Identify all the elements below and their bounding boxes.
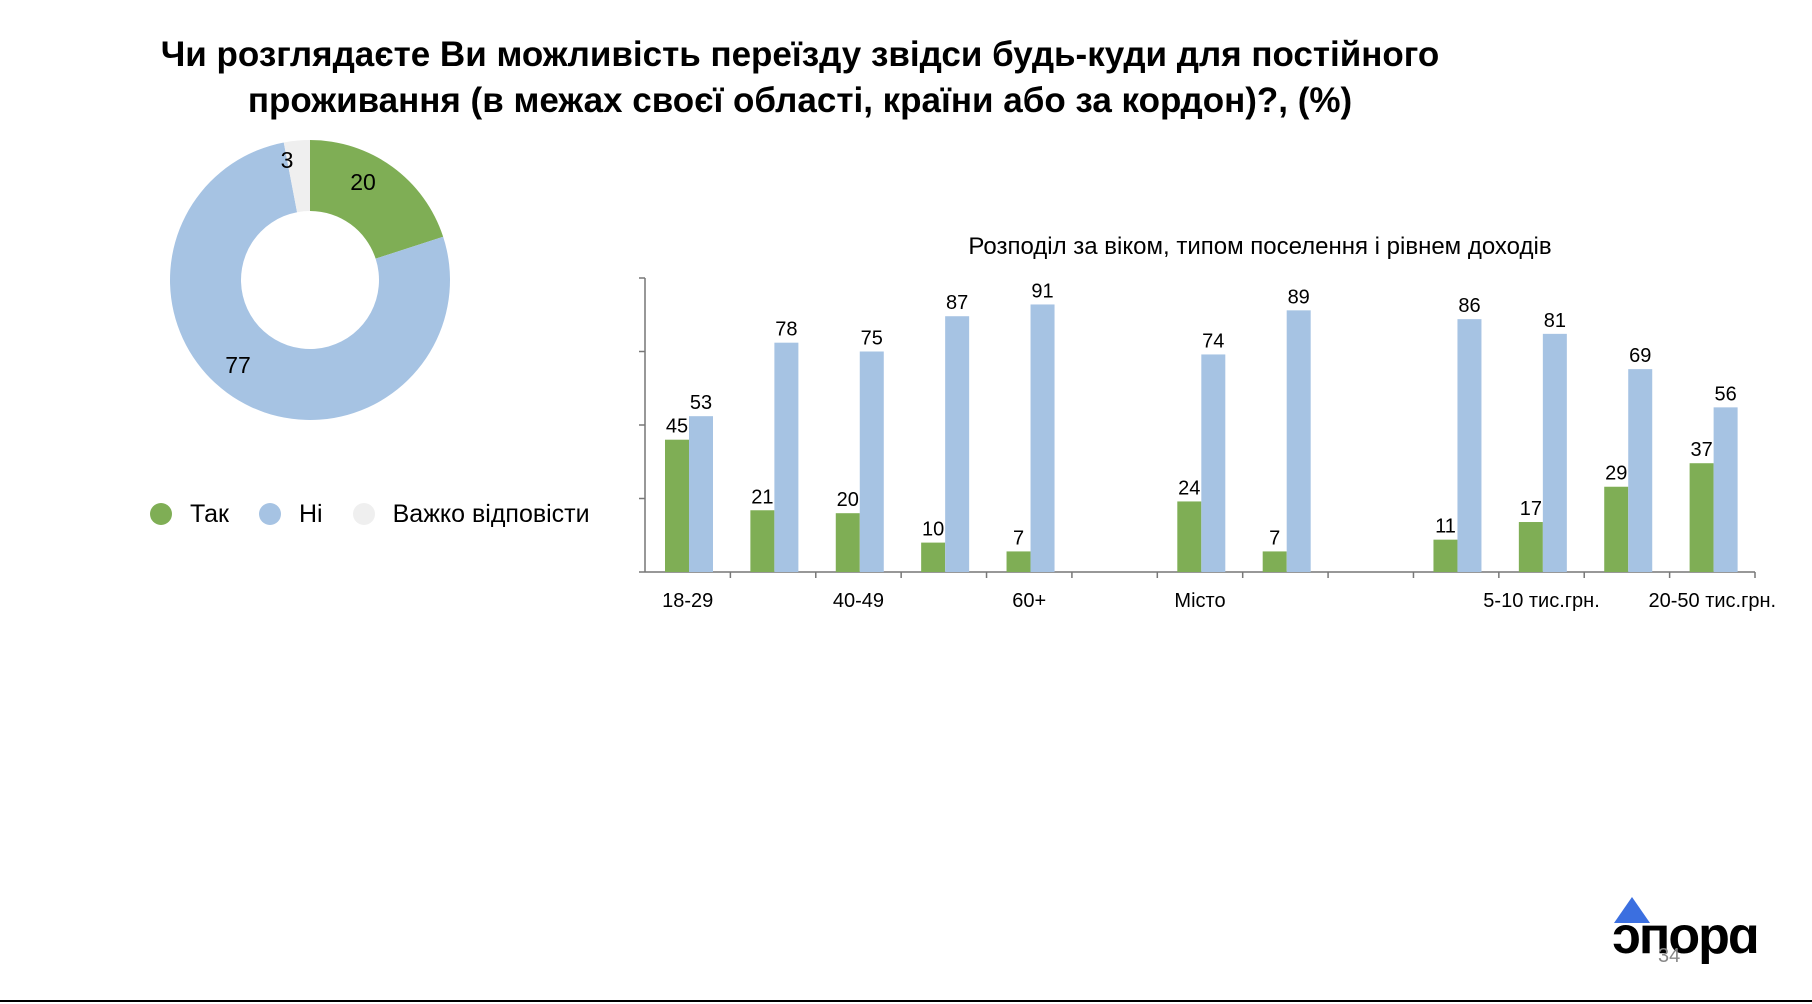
legend-label: Так	[190, 499, 229, 528]
donut-chart: 20 77 3	[170, 140, 451, 420]
legend-marker-icon	[259, 503, 281, 525]
x-tick-label: Місто	[1174, 590, 1225, 612]
bar-yes	[1262, 551, 1287, 572]
bar-yes	[1518, 522, 1543, 572]
bar-value-label: 69	[1629, 345, 1651, 367]
bar-value-label: 7	[1013, 527, 1024, 549]
bar-value-label: 11	[1435, 516, 1456, 538]
legend-item: Так	[150, 500, 229, 529]
bar-yes	[1006, 551, 1031, 572]
bar-no	[945, 316, 970, 572]
bar-value-label: 81	[1544, 310, 1566, 332]
bar-no	[1542, 333, 1567, 572]
bar-no	[1628, 369, 1653, 572]
legend-label: Ні	[299, 499, 323, 528]
bar-value-label: 21	[751, 486, 773, 508]
bar-no	[774, 342, 799, 572]
bar-value-label: 56	[1714, 383, 1736, 405]
bottom-divider	[0, 1000, 1812, 1002]
bar-value-label: 37	[1690, 439, 1712, 461]
legend-item: Важко відповісти	[352, 499, 590, 529]
page-title: Чи розглядаєте Ви можливість переїзду зв…	[160, 35, 1440, 120]
bar-yes	[665, 439, 689, 572]
bar-value-label: 24	[1178, 477, 1200, 499]
bar-value-label: 20	[837, 489, 859, 511]
x-tick-label: 20-50 тис.грн.	[1648, 590, 1776, 612]
bar-yes	[921, 542, 946, 572]
bar-no	[1030, 304, 1055, 572]
bar-no	[1713, 407, 1738, 572]
bar-value-label: 74	[1202, 330, 1224, 352]
x-tick-label: 60+	[1012, 590, 1046, 612]
logo-text: ɔпорɑ	[1612, 907, 1760, 965]
bar-value-label: 78	[775, 319, 797, 341]
opora-logo: ɔпорɑ	[1612, 895, 1782, 965]
donut-value-label: 3	[281, 147, 294, 173]
bar-no	[1201, 354, 1226, 572]
bar-value-label: 87	[946, 292, 968, 314]
bar-value-label: 89	[1288, 286, 1310, 308]
bar-yes	[835, 513, 860, 572]
legend-marker-icon	[352, 503, 375, 525]
legend-label: Важко відповісти	[392, 499, 590, 528]
bar-yes	[1433, 539, 1458, 572]
bar-no	[1286, 310, 1311, 572]
x-tick-label: 18-29	[662, 590, 713, 612]
bar-value-label: 7	[1269, 527, 1280, 549]
legend-marker-icon	[150, 503, 172, 525]
bar-yes	[1177, 501, 1202, 572]
donut-slice	[283, 140, 310, 213]
page-number: 34	[1658, 945, 1681, 967]
bar-value-label: 53	[690, 392, 712, 414]
bar-no	[1457, 319, 1482, 572]
bar-yes	[750, 510, 775, 572]
logo-triangle-icon	[1614, 897, 1650, 923]
bar-chart-title: Розподіл за віком, типом поселення і рів…	[968, 233, 1552, 260]
x-tick-label: 5-10 тис.грн.	[1483, 590, 1600, 612]
legend-item: Ні	[259, 500, 323, 529]
bar-yes	[1604, 486, 1629, 572]
bar-value-label: 86	[1458, 295, 1480, 317]
bar-value-label: 91	[1031, 280, 1053, 302]
bar-value-label: 10	[922, 519, 944, 541]
donut-slice	[310, 140, 444, 259]
bar-no	[859, 351, 884, 572]
legend: Так Ні Важко відповісти	[150, 497, 620, 531]
bar-value-label: 17	[1520, 498, 1542, 520]
donut-value-label: 20	[350, 169, 376, 195]
bar-no	[689, 416, 713, 572]
bar-value-label: 29	[1605, 463, 1627, 485]
donut-value-label: 77	[225, 352, 251, 378]
bar-value-label: 45	[666, 416, 688, 438]
bar-value-label: 75	[861, 328, 883, 350]
bar-yes	[1689, 463, 1714, 572]
x-tick-label: 40-49	[833, 590, 884, 612]
donut-slice	[170, 142, 451, 420]
